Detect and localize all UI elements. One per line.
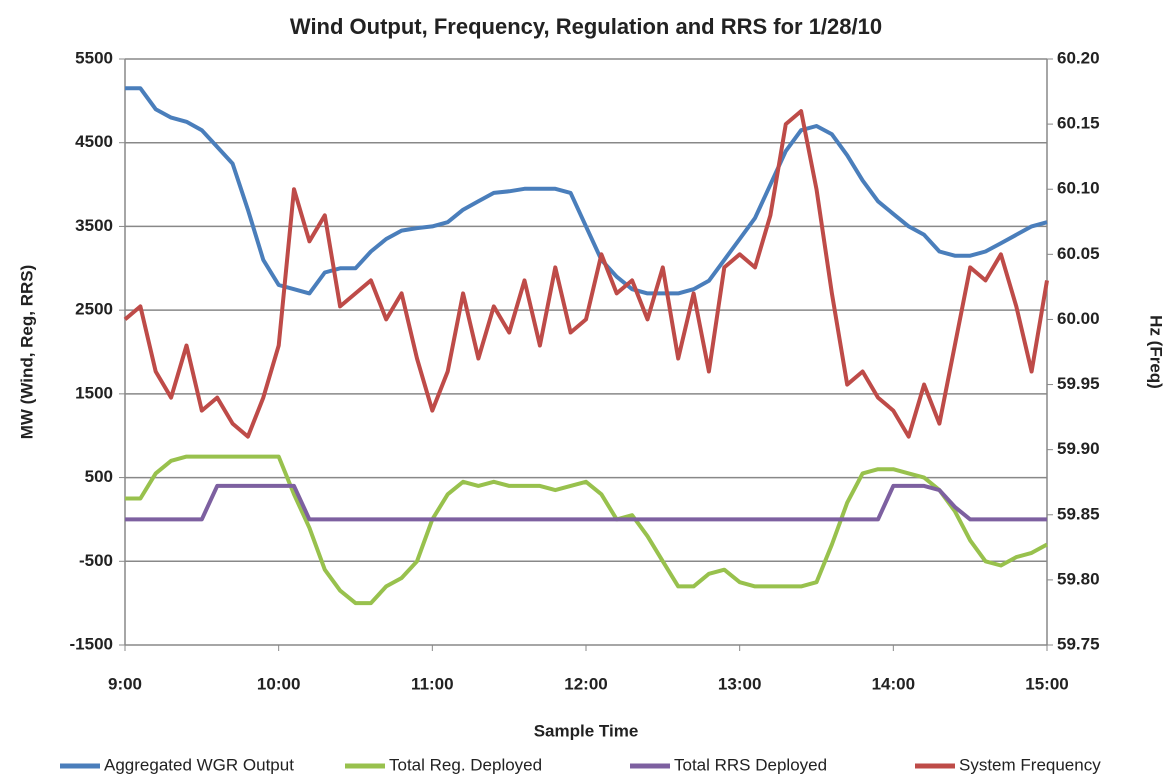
legend-label: Total Reg. Deployed bbox=[389, 755, 542, 774]
y-tick-label: 5500 bbox=[75, 48, 113, 67]
x-tick-label: 10:00 bbox=[257, 674, 300, 693]
y-tick-label: 4500 bbox=[75, 132, 113, 151]
y-tick-label: 2500 bbox=[75, 300, 113, 319]
x-tick-label: 9:00 bbox=[108, 674, 142, 693]
y-tick-label: 3500 bbox=[75, 216, 113, 235]
series-line bbox=[125, 86, 1048, 296]
y-tick-label: 1500 bbox=[75, 383, 113, 402]
x-axis-title: Sample Time bbox=[534, 721, 639, 740]
y2-tick-label: 59.80 bbox=[1057, 569, 1100, 588]
y2-tick-label: 60.10 bbox=[1057, 179, 1100, 198]
y-axis-title: MW (Wind, Reg, RRS) bbox=[17, 265, 36, 440]
y2-tick-label: 59.85 bbox=[1057, 504, 1100, 523]
series-line bbox=[125, 454, 1048, 606]
x-tick-label: 11:00 bbox=[411, 674, 454, 693]
y2-tick-label: 59.90 bbox=[1057, 439, 1100, 458]
y-tick-label: -500 bbox=[79, 551, 113, 570]
series-line bbox=[123, 109, 1049, 439]
y2-tick-label: 60.00 bbox=[1057, 309, 1100, 328]
y2-tick-label: 60.20 bbox=[1057, 48, 1100, 67]
x-tick-label: 14:00 bbox=[872, 674, 915, 693]
y2-tick-label: 59.95 bbox=[1057, 374, 1100, 393]
y2-tick-label: 60.15 bbox=[1057, 114, 1100, 133]
legend-label: System Frequency bbox=[959, 755, 1101, 774]
y2-tick-label: 59.75 bbox=[1057, 634, 1100, 653]
x-tick-label: 12:00 bbox=[564, 674, 607, 693]
chart-title: Wind Output, Frequency, Regulation and R… bbox=[290, 14, 882, 39]
y-tick-label: 500 bbox=[85, 467, 113, 486]
y2-tick-label: 60.05 bbox=[1057, 244, 1100, 263]
legend-label: Aggregated WGR Output bbox=[104, 755, 294, 774]
legend-label: Total RRS Deployed bbox=[674, 755, 827, 774]
x-tick-label: 15:00 bbox=[1025, 674, 1068, 693]
y-tick-label: -1500 bbox=[70, 634, 113, 653]
x-tick-label: 13:00 bbox=[718, 674, 761, 693]
series-line bbox=[125, 483, 1047, 522]
y2-axis-title: Hz (Freq) bbox=[1147, 315, 1166, 389]
